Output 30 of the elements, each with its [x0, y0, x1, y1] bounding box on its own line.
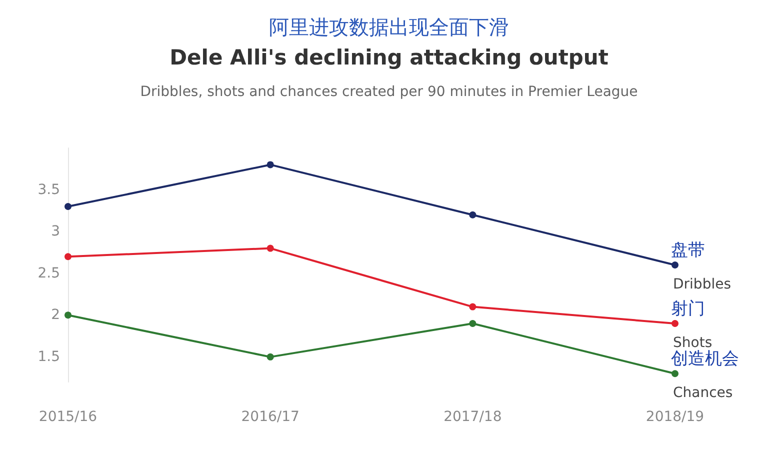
- point: [64, 253, 72, 260]
- y-tick-label: 1.5: [38, 348, 60, 365]
- point: [64, 312, 72, 319]
- x-tick-label: 2018/19: [646, 409, 704, 425]
- chart-subtitle: Dele Alli's declining attacking output: [170, 46, 608, 70]
- point: [64, 203, 72, 210]
- point: [469, 303, 476, 310]
- annotation: 创造机会: [671, 349, 739, 370]
- point: [266, 244, 274, 252]
- y-tick-label: 2: [51, 307, 60, 324]
- chart-title: 阿里进攻数据出现全面下滑: [269, 15, 509, 39]
- point: [672, 370, 678, 378]
- series-label: Dribbles: [673, 276, 731, 292]
- point: [672, 320, 678, 327]
- point: [266, 161, 274, 168]
- y-tick-label: 2.5: [38, 265, 60, 282]
- x-tick-label: 2017/18: [444, 409, 502, 425]
- y-tick-label: 3: [51, 224, 60, 240]
- text: Dribbles, shots and chances created per 90 minutes in Premier League: [140, 84, 638, 100]
- y-tick-label: 3.5: [38, 182, 60, 198]
- point: [469, 320, 476, 327]
- point: [469, 211, 476, 218]
- x-tick-label: 2016/17: [241, 409, 300, 425]
- x-tick-label: 2015/16: [38, 409, 98, 425]
- series-label: Chances: [673, 385, 733, 402]
- point: [672, 262, 678, 268]
- series-label: Shots: [673, 335, 712, 351]
- point: [266, 353, 274, 360]
- annotation: 射门: [671, 299, 705, 319]
- annotation: 盘带: [671, 240, 705, 260]
